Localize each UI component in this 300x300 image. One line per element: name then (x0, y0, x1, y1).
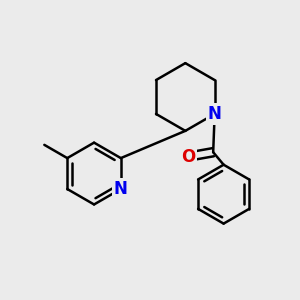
Text: N: N (114, 180, 128, 198)
Text: O: O (181, 148, 195, 166)
Text: N: N (208, 105, 222, 123)
